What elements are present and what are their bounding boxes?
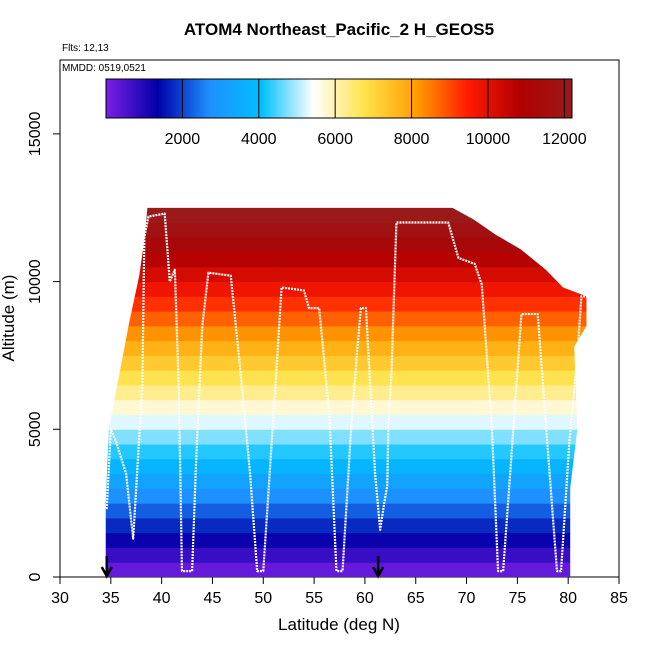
x-tick-label: 70 [458,590,476,607]
flights-annotation: Flts: 12,13 [62,43,109,54]
y-tick-label: 15000 [27,112,44,157]
colorbar-gradient [105,78,573,119]
curtain-band [105,473,587,489]
curtain-band [105,503,587,519]
altitude-curtain [105,207,587,577]
x-tick-label: 30 [51,590,69,607]
colorbar-tick-label: 4000 [241,131,277,148]
colorbar-tick-label: 2000 [165,131,201,148]
curtain-band [105,237,587,253]
curtain-band [105,355,587,371]
curtain-band [105,562,587,577]
curtain-band [105,414,587,430]
curtain-band [105,296,587,312]
curtain-band [105,458,587,475]
curtain-band [105,340,587,356]
curtain-band [105,429,587,445]
x-tick-label: 45 [204,590,222,607]
x-tick-label: 55 [305,590,323,607]
curtain-band [105,547,587,563]
curtain-band [105,384,587,401]
colorbar-tick-label: 8000 [394,131,430,148]
x-tick-label: 85 [610,590,628,607]
x-tick-label: 75 [508,590,526,607]
flight-track-line [105,212,587,573]
curtain-band [105,222,587,238]
colorbar: 2000 4000 6000 8000 10000 12000 [105,78,587,148]
x-tick-label: 80 [559,590,577,607]
chart-title: ATOM4 Northeast_Pacific_2 H_GEOS5 [184,20,494,39]
y-tick-label: 5000 [27,411,44,447]
flight-start-arrow [100,556,113,579]
y-tick-label: 0 [27,572,44,581]
x-tick-label: 35 [102,590,120,607]
curtain-band [105,444,587,460]
curtain-band [105,370,587,386]
curtain-band [105,266,587,283]
flight-start-arrow [372,556,385,579]
dates-annotation: MMDD: 0519,0521 [62,63,146,74]
x-tick-label: 50 [254,590,272,607]
y-axis: 0 5000 10000 15000 [27,112,60,581]
curtain-band [105,325,587,342]
colorbar-tick-label: 10000 [466,131,511,148]
x-tick-label: 40 [153,590,171,607]
flight-track [105,212,587,573]
colorbar-tick-label: 12000 [542,131,587,148]
x-axis: 30 35 40 45 50 55 60 65 70 75 80 85 [51,577,628,607]
y-axis-label: Altitude (m) [0,275,18,362]
curtain-band [105,488,587,504]
colorbar-tick-label: 6000 [317,131,353,148]
x-axis-label: Latitude (deg N) [278,615,400,634]
curtain-band [105,207,587,223]
x-tick-label: 65 [407,590,425,607]
curtain-band [105,252,587,268]
y-tick-label: 10000 [27,259,44,304]
curtain-band [105,281,587,297]
curtain-band [105,532,587,548]
curtain-band [105,311,587,327]
curtain-band [105,517,587,534]
x-tick-label: 60 [356,590,374,607]
flight-start-markers [100,556,385,579]
curtain-band [105,399,587,416]
